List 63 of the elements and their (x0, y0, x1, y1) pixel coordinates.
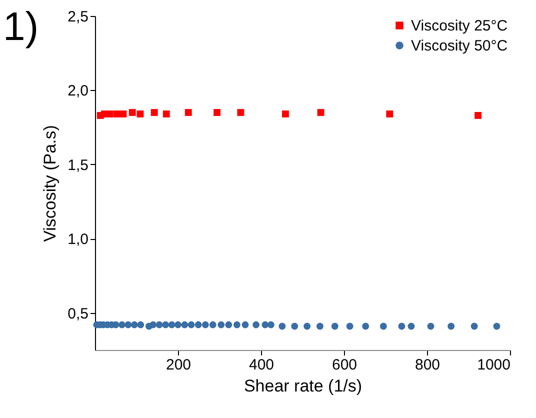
point (233, 321, 240, 328)
point (120, 110, 127, 118)
point (150, 321, 157, 328)
y-axis-title: Viscosity (Pa.s) (40, 125, 60, 242)
point (408, 322, 415, 330)
x-axis-title: Shear rate (1/s) (244, 376, 362, 396)
x-tick-label: 800 (414, 356, 440, 374)
point (304, 322, 311, 330)
point (398, 322, 406, 330)
point (242, 321, 249, 328)
y-tick-label: 1,5 (68, 156, 88, 174)
point (113, 110, 120, 118)
point (331, 322, 338, 330)
legend-label: Viscosity 25°C (411, 18, 508, 34)
point (214, 109, 220, 116)
point (106, 110, 113, 118)
point (162, 321, 170, 328)
point (316, 322, 324, 330)
point (346, 322, 354, 330)
point (493, 322, 500, 330)
point (380, 322, 387, 330)
point (156, 321, 163, 328)
x-tick-label: 200 (166, 356, 192, 374)
x-tick-label: 1000 (477, 356, 510, 374)
point (128, 109, 136, 116)
point (174, 321, 182, 328)
point (181, 321, 188, 328)
text: 1) (3, 5, 39, 49)
point (291, 322, 298, 330)
point (474, 112, 482, 119)
point (194, 321, 202, 328)
legend-label: Viscosity 50°C (411, 38, 508, 54)
y-tick-label: 2,5 (68, 8, 88, 26)
point (278, 322, 286, 330)
point (150, 109, 158, 116)
point (202, 321, 209, 328)
point (237, 109, 244, 116)
x-tick-label: 600 (332, 356, 358, 374)
point (267, 321, 274, 328)
y-tick-label: 2,0 (68, 82, 88, 100)
y-tick-label: 0,5 (68, 305, 88, 322)
point (225, 321, 232, 328)
point (168, 321, 176, 328)
point (124, 321, 132, 328)
y-tick-label: 1,0 (68, 231, 88, 248)
point (162, 110, 170, 118)
point (470, 322, 478, 330)
point (386, 110, 394, 118)
point (218, 321, 225, 328)
point (130, 321, 138, 328)
point (448, 322, 455, 330)
point (282, 110, 289, 118)
point (317, 109, 324, 116)
point (362, 322, 370, 330)
point (137, 321, 144, 328)
point (118, 321, 126, 328)
point (252, 321, 260, 328)
x-tick-label: 400 (248, 356, 274, 374)
point (427, 322, 434, 330)
point (209, 321, 216, 328)
point (184, 109, 192, 116)
point (136, 110, 144, 118)
point (188, 321, 195, 328)
